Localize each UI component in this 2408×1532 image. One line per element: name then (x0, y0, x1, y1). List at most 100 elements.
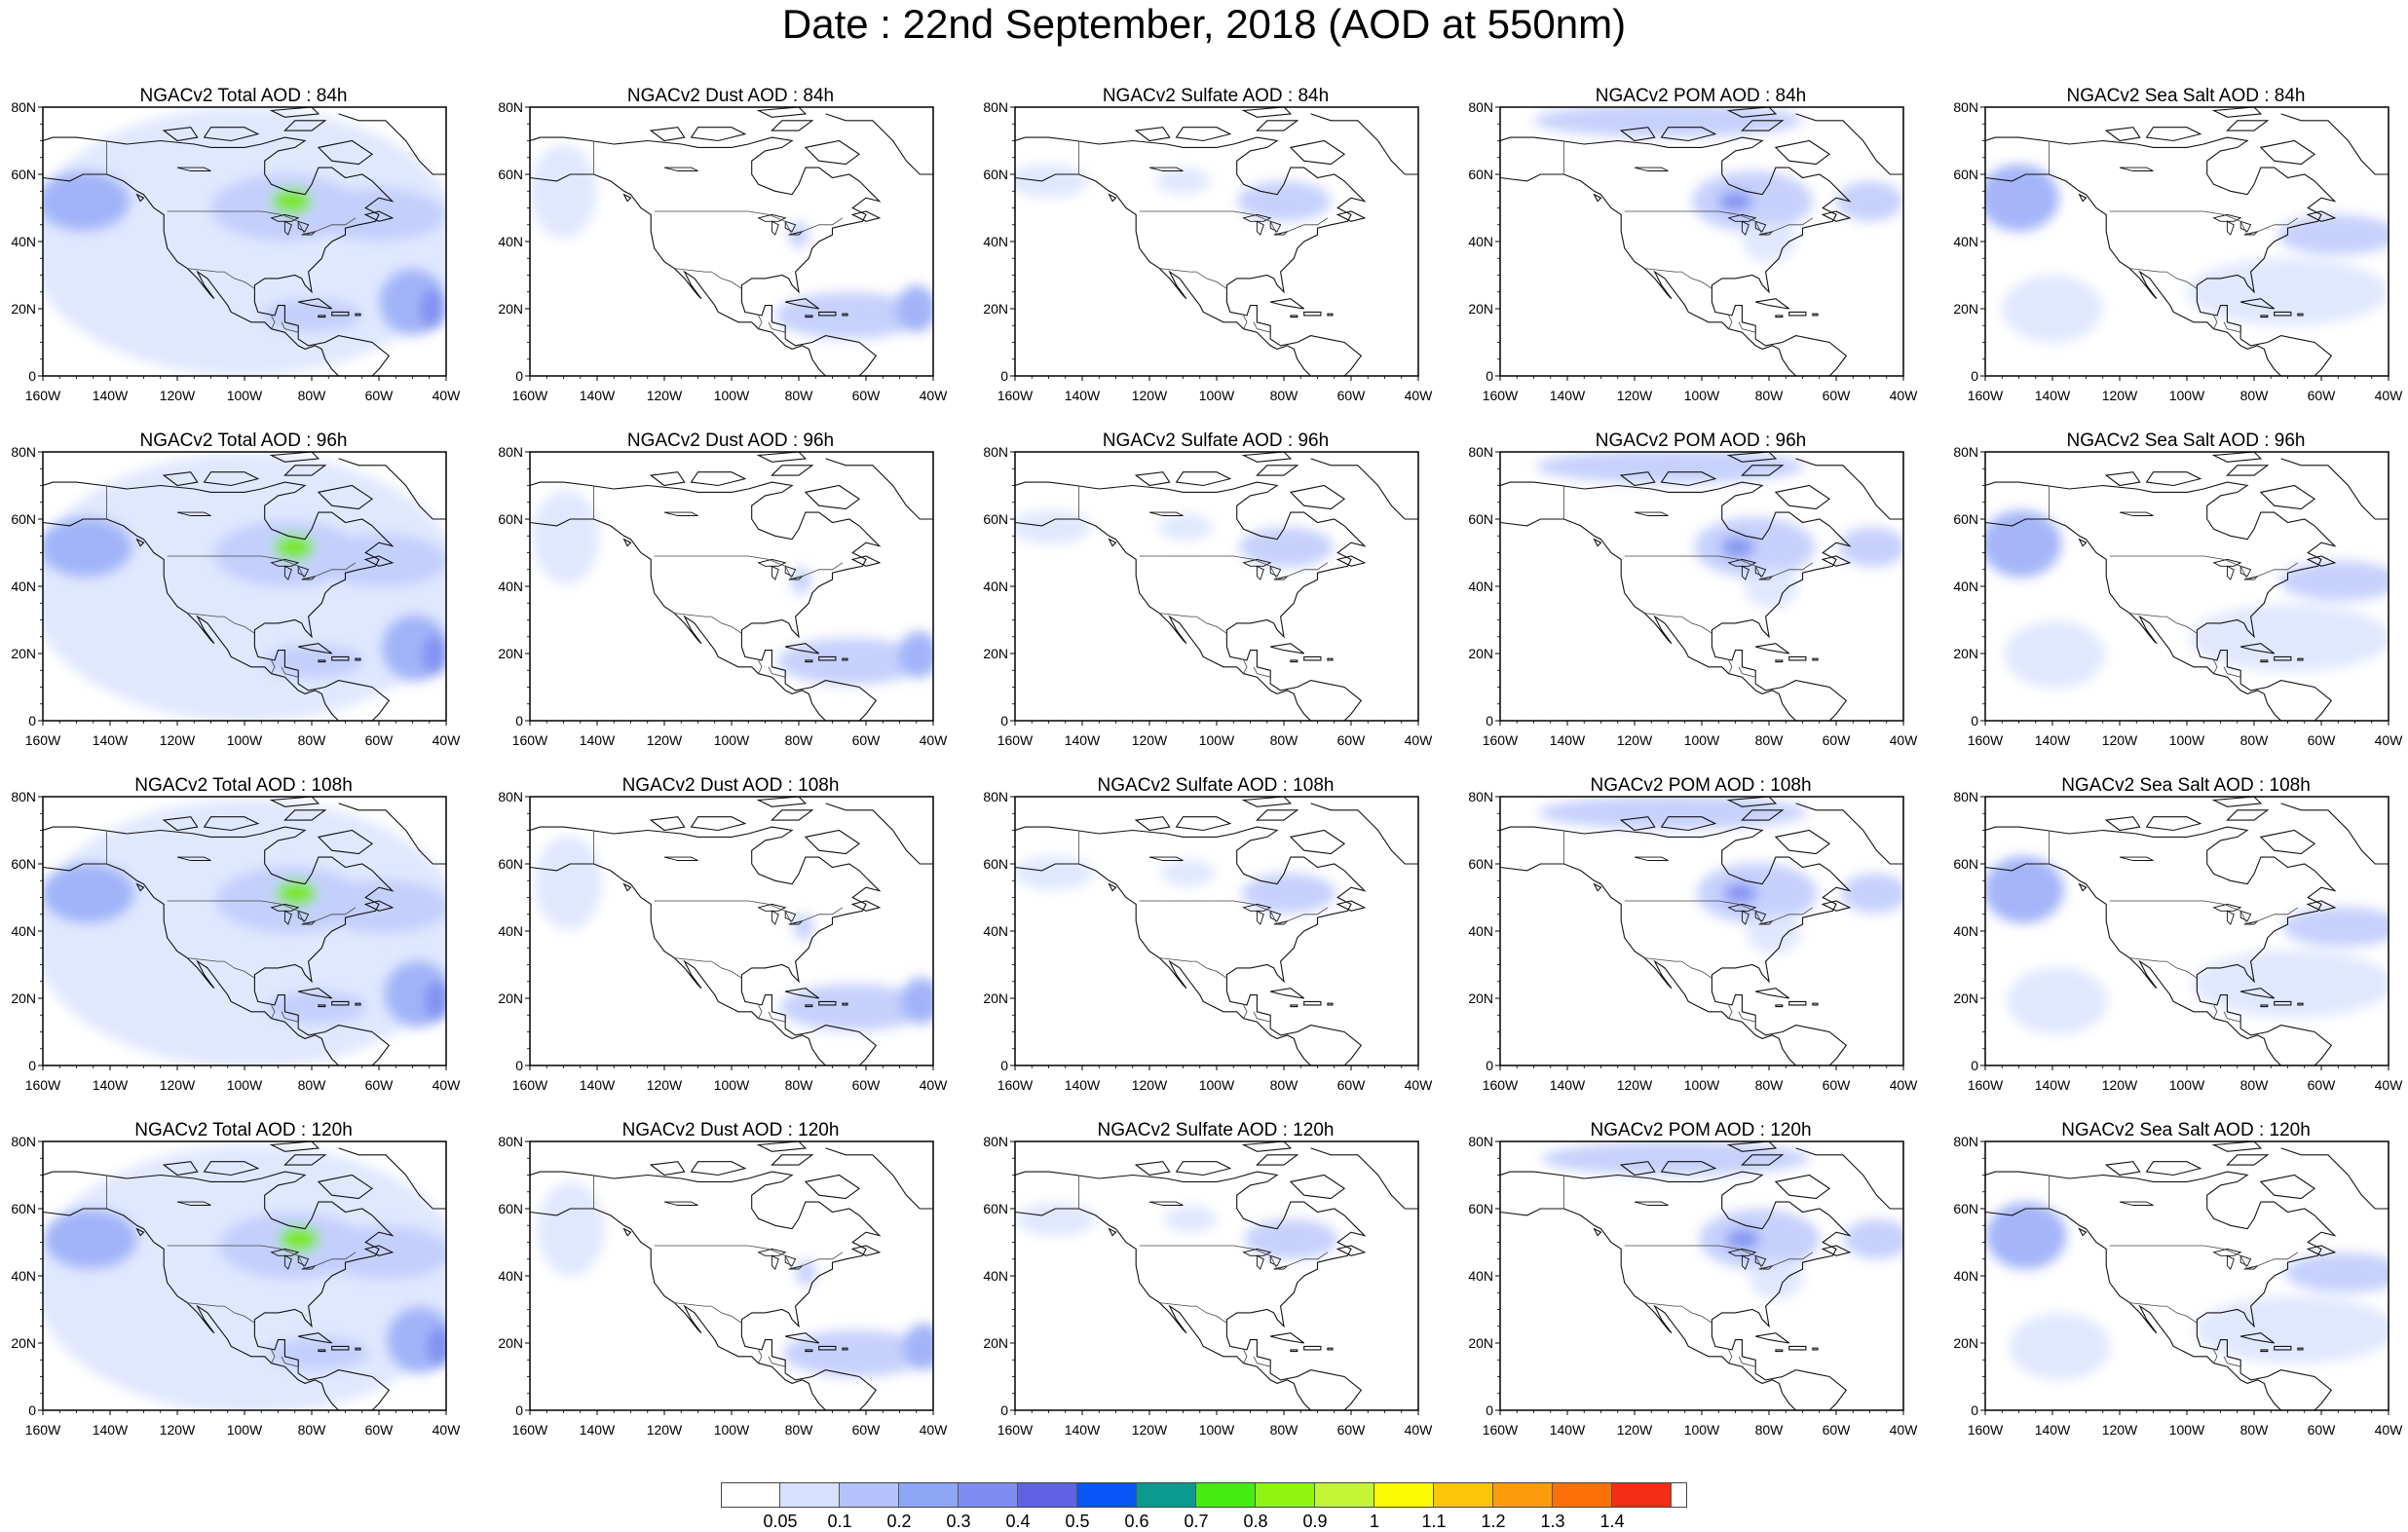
x-tick-label: 40W (433, 732, 462, 748)
aerosol-patch (1985, 509, 2062, 578)
x-tick-label: 60W (1823, 388, 1852, 403)
x-tick-label: 160W (512, 388, 548, 403)
aerosol-patch (1843, 1218, 1903, 1259)
x-tick-label: 40W (1890, 1422, 1919, 1438)
y-tick-label: 0 (28, 368, 36, 384)
y-tick-label: 60N (983, 856, 1008, 872)
map-plot: 80N 60N 40N 20N 0 160W 140W 120W 100W 80W 60W 40W (983, 444, 1433, 748)
aerosol-patch (1836, 180, 1903, 222)
aerosol-patch (1241, 873, 1336, 914)
x-tick-label: 40W (2375, 1422, 2404, 1438)
x-tick-label: 160W (997, 1077, 1034, 1093)
map-panel-sulfate-108h: NGACv2 Sulfate AOD : 108h 80N 60N 40N 20N 0 16… (972, 775, 1459, 1111)
panel-title: NGACv2 Sea Salt AOD : 108h (2061, 775, 2311, 796)
x-tick-label: 140W (93, 388, 129, 403)
aerosol-patch (1838, 527, 1903, 568)
panel-title: NGACv2 Total AOD : 84h (139, 86, 348, 106)
map-plot: 80N 60N 40N 20N 0 160W 140W 120W 100W 80W 60W 40W (983, 1134, 1434, 1438)
x-tick-label: 80W (1755, 1422, 1785, 1438)
map-panel-total-108h: NGACv2 Total AOD : 108h 80N 60N 40N 20N 0 160W… (0, 775, 487, 1111)
map-panel-seasalt-120h: NGACv2 Sea Salt AOD : 120h 80N 60N 40N 20N 0 1… (1942, 1120, 2408, 1456)
aerosol-patch (2192, 950, 2389, 1018)
x-tick-label: 120W (2102, 1077, 2138, 1093)
map-plot: 80N 60N 40N 20N 0 160W 140W 120W 100W 80W 60W 40W (1468, 789, 1918, 1093)
aerosol-patch (1725, 1229, 1760, 1250)
aerosol-patch (1538, 797, 1808, 830)
x-tick-label: 80W (785, 732, 814, 748)
aerosol-patch (1158, 513, 1213, 541)
y-tick-label: 20N (983, 301, 1008, 317)
y-tick-label: 60N (11, 856, 36, 872)
x-tick-label: 160W (1483, 1422, 1519, 1438)
panel-title: NGACv2 POM AOD : 84h (1595, 86, 1807, 106)
map-plot: 80N 60N 40N 20N 0 160W 140W 120W 100W 80W 60W 40W (1468, 1134, 1919, 1438)
colorbar-swatch (1553, 1482, 1612, 1508)
x-tick-label: 140W (93, 1422, 129, 1438)
colorbar: 0.05 0.1 0.2 0.3 0.4 0.5 0.6 0.7 0.8 0.9 1 1.1 1.2 1.… (721, 1482, 1687, 1531)
y-tick-label: 60N (11, 1201, 36, 1216)
y-tick-label: 60N (1468, 511, 1493, 527)
x-tick-label: 120W (647, 1422, 683, 1438)
x-tick-label: 100W (1199, 1422, 1235, 1438)
panel-title: NGACv2 Sulfate AOD : 96h (1102, 430, 1330, 451)
aerosol-patch (2002, 275, 2103, 343)
map-panel-pom-108h: NGACv2 POM AOD : 108h 80N 60N 40N 20N 0 160W 14… (1457, 775, 1944, 1111)
x-tick-label: 40W (1405, 1422, 1434, 1438)
map-plot: 80N 60N 40N 20N 0 160W 140W 120W 100W 80W 60W 40W (11, 789, 461, 1093)
x-tick-label: 80W (1270, 1422, 1299, 1438)
x-tick-label: 40W (920, 388, 949, 403)
y-tick-label: 40N (1953, 234, 1978, 249)
x-tick-label: 120W (160, 388, 196, 403)
y-tick-label: 60N (498, 1201, 523, 1216)
x-tick-label: 100W (1684, 1077, 1720, 1093)
x-tick-label: 60W (1823, 1422, 1852, 1438)
aerosol-patch (1015, 856, 1094, 890)
x-tick-label: 160W (25, 732, 61, 748)
y-tick-label: 20N (1468, 1335, 1493, 1351)
x-tick-label: 100W (227, 732, 263, 748)
x-tick-label: 100W (2169, 732, 2205, 748)
x-tick-label: 60W (2308, 732, 2337, 748)
x-tick-label: 140W (1550, 1422, 1586, 1438)
map-plot: 80N 60N 40N 20N 0 160W 140W 120W 100W 80W 60W 40W (1953, 789, 2403, 1093)
y-tick-label: 20N (498, 301, 523, 317)
aerosol-patch (279, 1225, 320, 1253)
colorbar-label: 0.5 (1065, 1512, 1090, 1531)
colorbar-swatch (1315, 1482, 1374, 1508)
x-tick-label: 60W (1823, 732, 1852, 748)
aerosol-patch (1015, 164, 1089, 199)
x-tick-label: 140W (93, 1077, 129, 1093)
map-panel-total-120h: NGACv2 Total AOD : 120h 80N 60N 40N 20N 0 160W… (0, 1120, 487, 1456)
y-tick-label: 60N (1953, 167, 1978, 182)
y-tick-label: 80N (1468, 1134, 1493, 1149)
x-tick-label: 80W (1755, 1077, 1785, 1093)
x-tick-label: 140W (2035, 1077, 2071, 1093)
colorbar-label: 1 (1369, 1512, 1380, 1531)
aerosol-patch (1239, 527, 1334, 568)
y-tick-label: 0 (1000, 1058, 1008, 1073)
x-tick-label: 140W (1550, 1077, 1586, 1093)
x-tick-label: 160W (1483, 1077, 1519, 1093)
y-tick-label: 80N (1953, 1134, 1978, 1149)
x-tick-label: 60W (1337, 1422, 1367, 1438)
x-tick-label: 140W (1065, 388, 1101, 403)
aerosol-patch (901, 977, 933, 1025)
y-tick-label: 40N (498, 1268, 523, 1284)
x-tick-label: 120W (160, 1422, 196, 1438)
x-tick-label: 120W (647, 1077, 683, 1093)
aerosol-patch (43, 516, 133, 578)
y-tick-label: 0 (1486, 1402, 1493, 1418)
x-tick-label: 40W (1890, 388, 1919, 403)
aerosol-patch (1541, 1141, 1810, 1176)
x-tick-label: 100W (2169, 388, 2205, 403)
x-tick-label: 80W (2240, 732, 2270, 748)
panel-title: NGACv2 Total AOD : 96h (139, 430, 348, 451)
panel-title: NGACv2 Sea Salt AOD : 96h (2066, 430, 2306, 451)
x-tick-label: 120W (1132, 732, 1168, 748)
colorbar-swatch (959, 1482, 1018, 1508)
x-tick-label: 120W (1132, 388, 1168, 403)
colorbar-label: 1.2 (1481, 1512, 1506, 1531)
aerosol-patch (793, 913, 814, 941)
y-tick-label: 60N (1468, 167, 1493, 182)
x-tick-label: 120W (1132, 1077, 1168, 1093)
